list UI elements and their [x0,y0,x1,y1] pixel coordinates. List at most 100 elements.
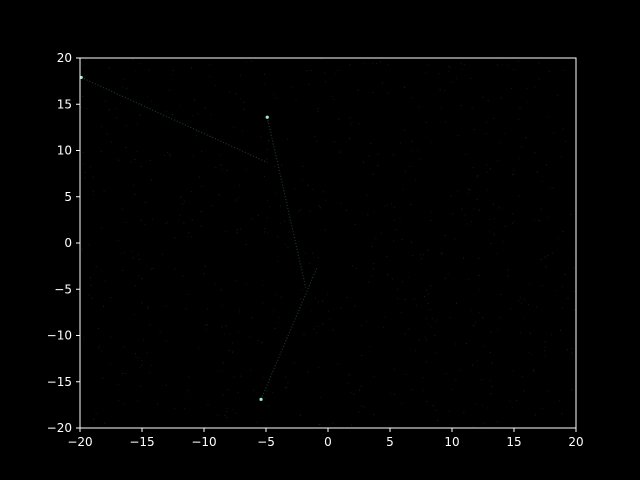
noise-dot [523,298,525,300]
noise-dot [267,140,269,142]
noise-dot [404,86,406,88]
noise-dot [266,200,268,202]
noise-dot [180,196,182,198]
noise-dot [132,257,134,259]
noise-dot [267,121,269,123]
noise-dot [328,310,330,312]
noise-dot [277,236,279,238]
noise-dot [278,316,280,318]
noise-dot [430,220,432,221]
noise-dot [236,229,238,231]
x-tick-label: −15 [129,435,154,449]
noise-dot [82,95,84,97]
noise-dot [404,299,406,300]
noise-dot [367,281,369,283]
noise-dot [320,397,322,398]
noise-dot [148,69,150,71]
noise-dot [267,232,269,234]
noise-dot [465,342,467,344]
noise-dot [329,318,331,320]
noise-dot [209,76,211,78]
noise-dot [291,86,293,88]
noise-dot [286,386,288,388]
noise-dot [146,351,148,353]
x-tick-label: 15 [506,435,521,449]
noise-dot [295,99,297,101]
noise-dot [478,257,480,259]
noise-dot [441,253,443,255]
noise-dot [221,169,223,171]
noise-dot [500,294,502,295]
noise-dot [131,250,133,252]
noise-dot [318,367,320,369]
noise-dot [233,376,235,378]
noise-dot [135,353,136,355]
noise-dot [320,207,322,209]
noise-dot [89,166,91,168]
noise-dot [140,219,142,221]
noise-dot [246,61,248,63]
noise-dot [269,376,271,378]
noise-dot [350,392,352,394]
noise-dot [386,256,388,257]
noise-dot [500,97,502,99]
noise-dot [527,351,529,353]
noise-dot [165,305,167,307]
noise-dot [151,218,153,220]
noise-dot [224,414,226,416]
noise-dot [479,289,481,291]
noise-dot [320,58,322,60]
noise-dot [383,205,385,207]
noise-dot [541,408,543,410]
noise-dot [415,179,417,181]
noise-dot [475,403,477,405]
noise-dot [257,214,259,216]
noise-dot [454,238,456,240]
noise-dot [104,422,106,424]
noise-dot [547,390,549,392]
noise-dot [150,100,152,102]
noise-dot [445,121,446,123]
noise-dot [119,160,121,162]
x-tick-label: 5 [386,435,394,449]
noise-dot [562,231,564,232]
noise-dot [470,221,472,223]
noise-dot [573,291,575,292]
noise-dot [375,238,377,239]
noise-dot [293,362,295,364]
noise-dot [325,81,327,83]
noise-dot [558,400,560,402]
noise-dot [504,226,506,227]
noise-dot [84,177,86,179]
noise-dot [108,109,110,111]
noise-dot [205,328,207,330]
noise-dot [135,285,137,286]
noise-dot [557,238,559,240]
noise-dot [125,125,127,127]
noise-dot [449,317,451,319]
noise-dot [573,267,575,269]
noise-dot [351,424,352,426]
noise-dot [147,306,149,307]
noise-dot [463,412,465,414]
noise-dot [345,209,347,211]
noise-dot [120,253,122,255]
noise-dot [473,129,475,131]
noise-dot [340,307,342,309]
noise-dot [507,275,509,277]
noise-dot [574,254,576,256]
noise-dot [463,257,464,259]
noise-dot [310,70,312,71]
noise-dot [168,89,170,91]
noise-dot [317,326,319,327]
noise-dot [363,161,364,163]
noise-dot [222,362,224,364]
noise-dot [455,77,457,79]
noise-dot [143,339,145,341]
noise-dot [198,176,200,178]
noise-dot [147,307,149,309]
noise-dot [430,211,432,213]
noise-dot [513,173,515,175]
noise-dot [432,318,434,319]
noise-dot [366,194,368,196]
